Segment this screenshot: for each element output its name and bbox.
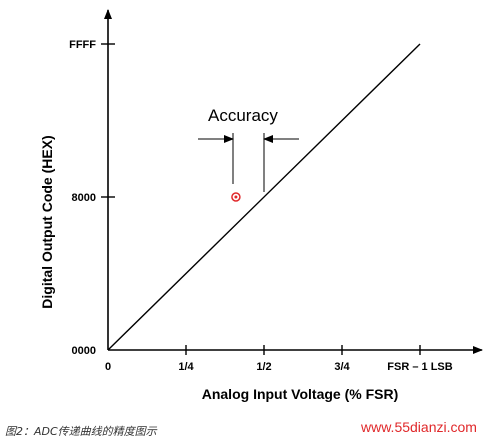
series-layer (107, 43, 421, 351)
y-tick-label: 8000 (72, 192, 96, 204)
x-tick-label: FSR – 1 LSB (387, 361, 452, 373)
point-layer (231, 192, 241, 202)
y-ticks: 0000 8000 FFFF (69, 39, 115, 357)
x-tick-label: 0 (105, 361, 111, 373)
x-tick-label: 1/4 (178, 361, 194, 373)
y-tick-label: FFFF (69, 39, 96, 51)
accuracy-label: Accuracy (208, 106, 278, 125)
marked-point (231, 192, 241, 202)
watermark: www.55dianzi.com (361, 419, 477, 435)
accuracy-annotation: Accuracy (198, 106, 299, 192)
x-tick-label: 3/4 (334, 361, 350, 373)
x-ticks: 0 1/4 1/2 3/4 FSR – 1 LSB (105, 345, 453, 373)
figure-caption: 图2：ADC传递曲线的精度图示 (5, 425, 157, 438)
y-axis-title: Digital Output Code (HEX) (39, 135, 55, 308)
x-tick-label: 1/2 (256, 361, 271, 373)
marked-point-center (234, 195, 238, 199)
transfer-line (107, 43, 421, 351)
x-axis-title: Analog Input Voltage (% FSR) (202, 386, 399, 402)
y-tick-label: 0000 (72, 345, 96, 357)
